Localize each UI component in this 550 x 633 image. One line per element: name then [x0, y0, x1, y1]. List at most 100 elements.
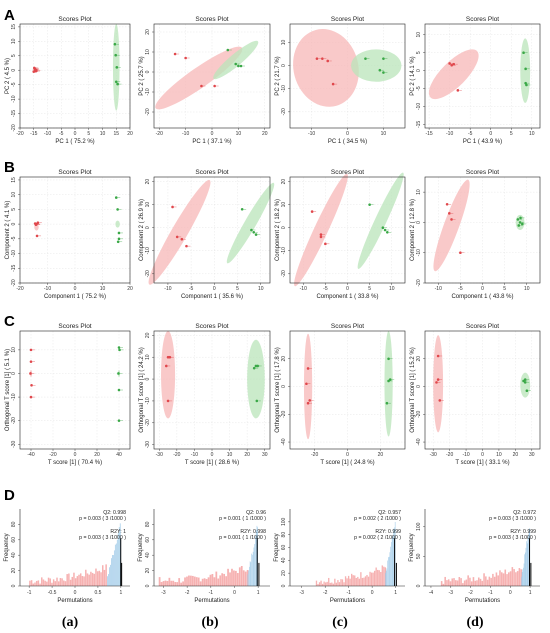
histogram-bar-q2 — [341, 579, 344, 586]
histogram-bar-q2 — [463, 580, 466, 586]
x-axis-label: Component 1 ( 75.2 %) — [44, 294, 106, 300]
y-tick-label: 10 — [416, 32, 422, 38]
histogram-bar-q2 — [74, 578, 77, 586]
x-tick-label: 20 — [513, 452, 519, 458]
y-tick-label: -5 — [416, 86, 422, 91]
y-axis-label: Frequency — [274, 533, 280, 561]
histogram-bar-q2 — [63, 580, 65, 586]
data-point-group2 — [116, 240, 120, 244]
data-point-group2 — [516, 218, 520, 221]
histogram-bar-r2y — [385, 570, 387, 586]
histogram-bar-q2 — [347, 575, 350, 586]
data-point-group1 — [29, 360, 33, 363]
y-tick-label: 0 — [416, 69, 422, 72]
histogram-bar-r2y — [251, 553, 252, 586]
histogram-bar-q2 — [325, 582, 327, 586]
x-axis-label: Permutations — [330, 598, 365, 604]
histogram-bar-q2 — [78, 574, 80, 586]
histogram-bar-q2 — [346, 578, 348, 586]
x-tick-label: -5 — [323, 286, 328, 292]
data-point-group1 — [32, 70, 36, 73]
histogram-bar-q2 — [474, 580, 477, 586]
data-point-group2 — [114, 80, 118, 84]
histogram-bar-q2 — [105, 564, 107, 586]
data-point-group2 — [254, 233, 258, 236]
data-point-group1 — [185, 244, 188, 248]
histogram-bar-q2 — [211, 574, 214, 586]
histogram-bar-q2 — [372, 572, 374, 586]
data-point-group1 — [184, 56, 187, 60]
data-point-group1 — [436, 378, 440, 381]
y-axis-label: Frequency — [409, 533, 415, 561]
histogram-bar-q2 — [35, 580, 38, 586]
data-point-group2 — [237, 64, 240, 68]
histogram-bar-r2y — [109, 567, 110, 586]
y-axis-label: Orthogonal T score [1] ( 17.8 %) — [275, 347, 281, 433]
column-label-c: (c) — [332, 615, 348, 630]
y-tick-label: 0 — [11, 69, 17, 72]
chart-title: Scores Plot — [466, 16, 499, 23]
data-point-group2 — [525, 389, 529, 392]
y-tick-label: -20 — [11, 417, 17, 424]
x-tick-label: 0 — [346, 452, 349, 458]
x-tick-label: 0 — [346, 131, 349, 137]
panel-letter-d: D — [4, 487, 15, 504]
histogram-bar-q2 — [338, 582, 341, 586]
histogram-bar-q2 — [509, 571, 512, 586]
histogram-bar-q2 — [370, 572, 373, 586]
data-point-group1 — [35, 68, 38, 72]
data-point-group2 — [386, 231, 389, 234]
column-label-a: (a) — [62, 615, 79, 630]
chart-title: Scores Plot — [331, 169, 364, 176]
histogram-bar-q2 — [56, 577, 58, 586]
x-tick-label: 10 — [100, 286, 106, 292]
data-point-group1 — [315, 57, 319, 60]
y-tick-label: 0 — [416, 385, 422, 388]
data-point-group2 — [116, 82, 119, 86]
y-axis-label: PC 2 ( 25.7 %) — [139, 56, 145, 95]
x-tick-label: 0 — [489, 131, 492, 137]
y-tick-label: -5 — [11, 236, 17, 241]
histogram-bar-q2 — [449, 581, 452, 586]
histogram-bar-r2y — [112, 555, 114, 586]
x-tick-label: -10 — [308, 131, 315, 137]
histogram-bar-q2 — [103, 569, 106, 586]
y-tick-label: -10 — [11, 250, 17, 257]
y-tick-label: -15 — [11, 110, 17, 117]
data-point-group2 — [117, 388, 121, 392]
x-tick-label: -10 — [44, 131, 51, 137]
histogram-bar-q2 — [191, 575, 194, 586]
data-point-group1 — [306, 401, 310, 405]
histogram-bar-r2y — [107, 576, 108, 586]
x-tick-label: -10 — [182, 131, 189, 137]
data-point-group1 — [305, 382, 308, 386]
x-tick-label: 5 — [503, 286, 506, 292]
histogram-bar-r2y — [392, 536, 394, 586]
data-point-group1 — [331, 82, 335, 86]
data-point-group1 — [450, 218, 453, 221]
histogram-bar-r2y — [521, 571, 523, 586]
histogram-bar-r2y — [252, 551, 254, 586]
histogram-bar-r2y — [254, 544, 255, 586]
histogram-bar-q2 — [51, 582, 53, 586]
y-tick-label: 20 — [281, 179, 287, 185]
y-tick-label: 40 — [281, 557, 287, 563]
stat-r2y-value: R2Y: 0.998 — [240, 529, 266, 535]
data-point-group1 — [308, 399, 312, 402]
confidence-ellipse-group1 — [428, 49, 479, 100]
y-axis-label: PC 2 ( 21.7 %) — [275, 56, 281, 95]
confidence-ellipse-group2 — [115, 220, 120, 228]
data-point-group1 — [171, 205, 174, 209]
histogram-bar-q2 — [492, 573, 494, 586]
y-tick-label: -20 — [145, 270, 151, 277]
data-point-group1 — [168, 355, 172, 359]
y-tick-label: 0 — [145, 70, 151, 73]
stat-r2y-value: R2Y: 0.999 — [375, 529, 401, 535]
histogram-bar-q2 — [518, 568, 521, 586]
data-point-group1 — [445, 202, 449, 206]
x-tick-label: 0 — [509, 590, 512, 596]
histogram-bar-q2 — [315, 580, 318, 586]
chart-title: Scores Plot — [58, 323, 91, 330]
histogram-bar-q2 — [343, 582, 345, 586]
histogram-bar-q2 — [321, 583, 324, 586]
